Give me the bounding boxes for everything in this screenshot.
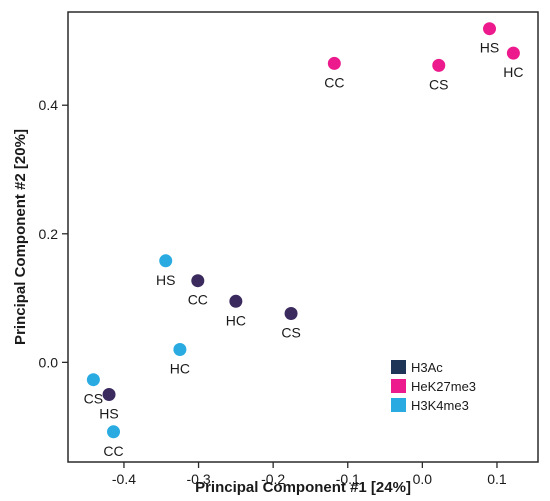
legend: H3Ac HeK27me3 H3K4me3 [391, 360, 476, 413]
data-point [229, 294, 243, 308]
plot-frame [67, 11, 539, 463]
data-point [284, 307, 298, 320]
data-point [86, 373, 100, 387]
point-label: HS [156, 272, 175, 288]
data-point [327, 56, 341, 70]
point-label: HS [480, 40, 499, 56]
data-point [483, 22, 497, 36]
legend-label: HeK27me3 [411, 379, 476, 394]
x-axis-ticks: -0.4 -0.3 -0.2 -0.1 0.0 0.1 [112, 462, 507, 487]
x-tick-label: -0.3 [186, 471, 210, 487]
data-point [159, 254, 173, 268]
y-axis-ticks: 0.0 0.2 0.4 [39, 97, 68, 370]
point-label: HC [226, 312, 246, 328]
legend-label: H3K4me3 [411, 398, 469, 413]
point-label: CS [429, 76, 448, 92]
data-point [432, 58, 446, 72]
data-point [102, 388, 116, 401]
x-tick-label: -0.4 [112, 471, 136, 487]
point-label: CC [188, 292, 208, 308]
y-tick-label: 0.2 [39, 226, 59, 242]
point-label: HC [503, 64, 523, 80]
legend-swatch [391, 379, 406, 393]
y-tick-label: 0.0 [39, 354, 59, 370]
legend-swatch [391, 398, 406, 412]
x-tick-label: -0.2 [261, 471, 285, 487]
x-axis-title: Principal Component #1 [24%] [195, 479, 411, 496]
x-tick-label: -0.1 [336, 471, 360, 487]
legend-swatch [391, 360, 406, 374]
data-point [191, 274, 205, 288]
point-label: HC [170, 361, 190, 377]
point-label: CC [324, 74, 344, 90]
point-label: CS [84, 391, 103, 407]
legend-label: H3Ac [411, 360, 443, 375]
point-label: CC [103, 443, 123, 459]
x-tick-label: 0.0 [413, 471, 433, 487]
x-tick-label: 0.1 [487, 471, 507, 487]
point-label: CS [281, 325, 300, 341]
y-axis-title: Principal Component #2 [20%] [12, 129, 29, 345]
data-point [506, 46, 520, 60]
data-point [173, 343, 187, 356]
data-point [107, 425, 121, 439]
y-tick-label: 0.4 [39, 97, 59, 113]
point-label: HS [99, 406, 118, 422]
